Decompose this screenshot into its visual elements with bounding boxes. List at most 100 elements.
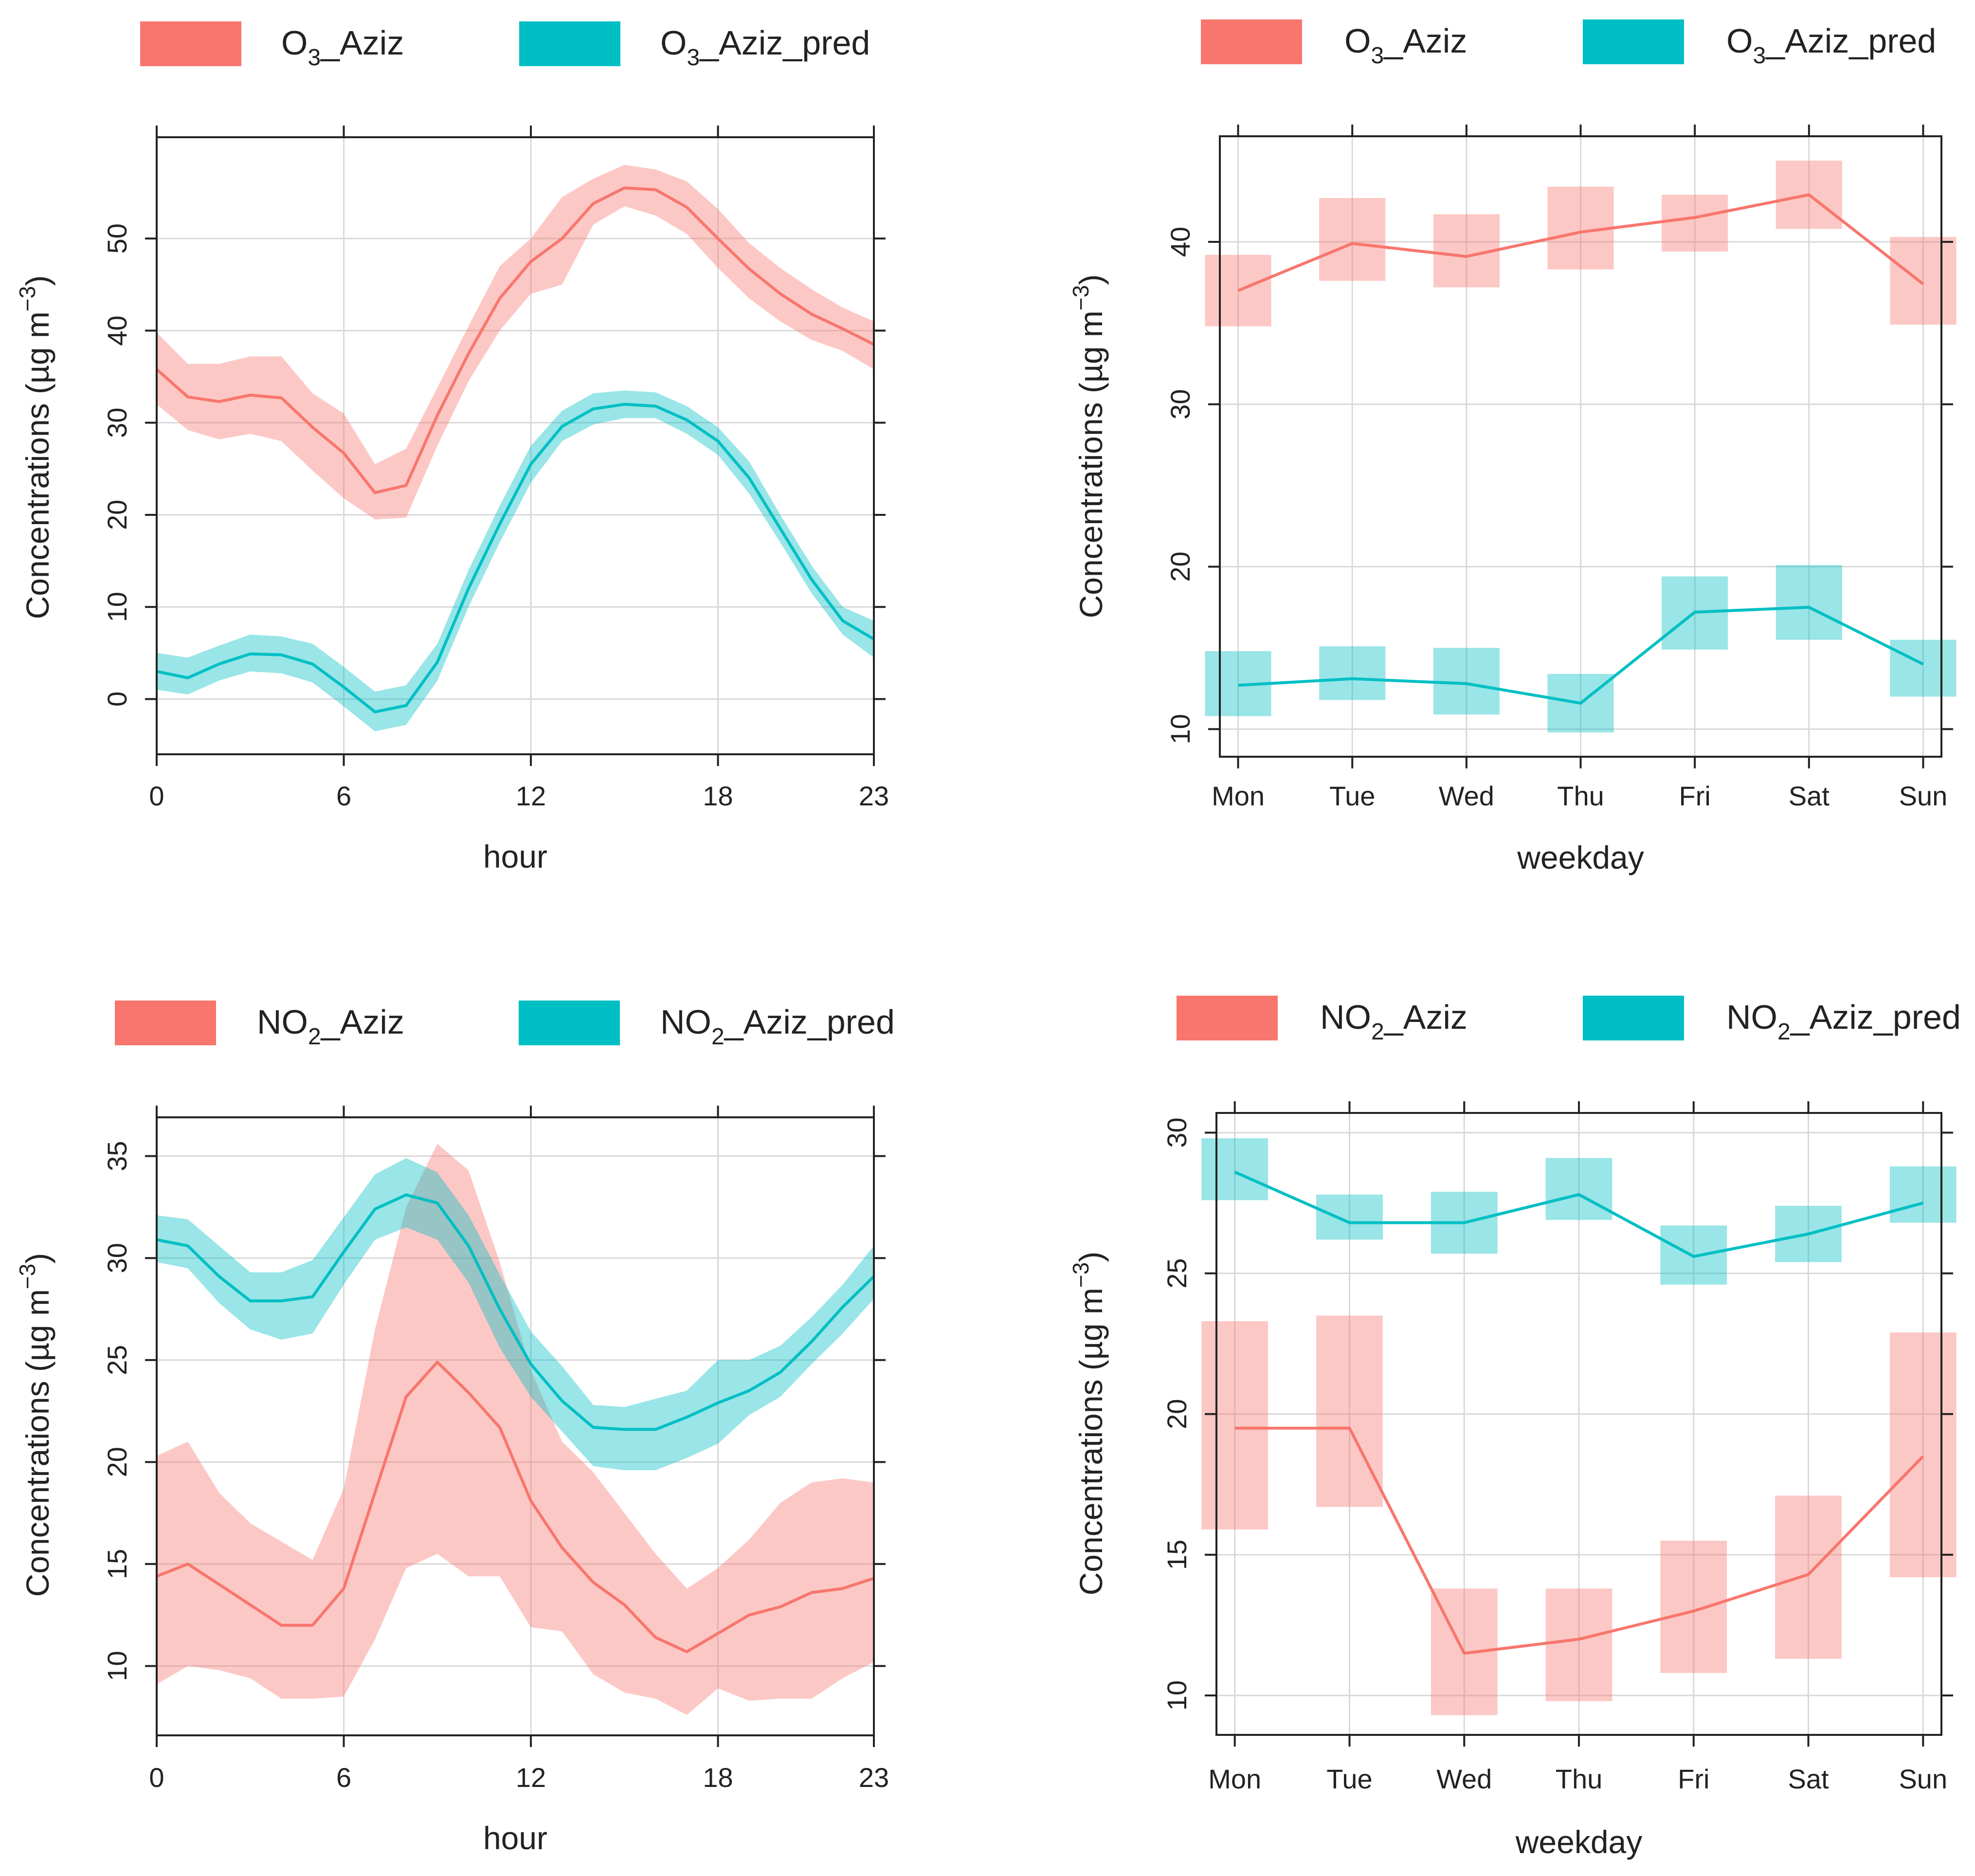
x-tick-label: 23	[859, 1762, 889, 1793]
series-line-NO2_Aziz_pred	[156, 1193, 875, 1431]
legend-label-suffix: _Aziz	[1383, 998, 1468, 1036]
x-tick-label-Sat: Sat	[1788, 1764, 1829, 1794]
y-tick-label: 30	[102, 1243, 132, 1273]
y-tick-label: 25	[102, 1345, 132, 1375]
legend-label-subscript: 2	[1777, 1019, 1791, 1045]
confidence-box-NO2_Aziz-Thu	[1545, 1588, 1613, 1701]
x-tick-label-Fri: Fri	[1679, 781, 1711, 811]
confidence-band-NO2_Aziz_pred	[157, 1158, 874, 1471]
legend-label-NO2_Aziz: NO2_Aziz	[1320, 998, 1468, 1045]
x-tick-label-Wed: Wed	[1439, 781, 1494, 811]
y-tick-label: 40	[102, 315, 132, 346]
legend-label-NO2_Aziz: NO2_Aziz	[257, 1003, 404, 1050]
x-axis-title: weekday	[1517, 839, 1644, 875]
legend-label-suffix: _Aziz	[320, 1003, 404, 1041]
x-tick-label: 0	[149, 781, 164, 811]
y-axis-title-main: Concentrations (µg m	[19, 1289, 55, 1597]
confidence-box-O3_Aziz-Sun	[1890, 237, 1957, 325]
chart-panel-no2-hour: 0 6 12 18 23 10 15 20 25 30 35 hour Concentrations (…	[15, 1001, 895, 1856]
legend-label-O3_Aziz: O3_Aziz	[281, 24, 404, 71]
y-tick-label: 40	[1165, 227, 1196, 257]
y-tick-label: 0	[102, 692, 132, 707]
legend-label-subscript: 3	[1753, 43, 1766, 69]
y-axis-title: Concentrations (µg m−3)	[15, 275, 55, 619]
legend-label-NO2_Aziz_pred: NO2_Aziz_pred	[660, 1003, 895, 1050]
x-axis-title: hour	[483, 1820, 547, 1856]
x-axis-title: hour	[483, 838, 547, 874]
confidence-box-O3_Aziz_pred-Sat	[1776, 565, 1842, 640]
chart-panel-no2-weekday: Mon Tue Wed Thu Fri Sat Sun 10 15 20 25 30 weekday Co…	[1068, 996, 1961, 1860]
confidence-band-O3_Aziz	[157, 164, 874, 520]
y-axis-title-close: )	[1073, 274, 1109, 285]
y-tick-label: 20	[102, 1447, 132, 1477]
y-axis-title-superscript: −3	[15, 1264, 40, 1289]
confidence-box-O3_Aziz_pred-Sun	[1890, 639, 1957, 697]
legend-label-suffix: _Aziz_pred	[699, 24, 870, 62]
x-tick-label-Fri: Fri	[1678, 1764, 1709, 1794]
legend-swatch-NO2_Aziz	[115, 1001, 216, 1045]
y-axis-title-main: Concentrations (µg m	[1073, 1288, 1109, 1595]
legend-label-subscript: 2	[1371, 1019, 1384, 1045]
legend-label-suffix: _Aziz	[320, 24, 404, 62]
y-tick-label: 30	[102, 408, 132, 438]
legend-swatch-O3_Aziz_pred	[519, 21, 620, 66]
y-tick-label: 10	[1165, 714, 1196, 744]
confidence-box-NO2_Aziz-Sun	[1889, 1332, 1957, 1578]
legend: O3_Aziz O3_Aziz_pred	[1201, 19, 1936, 69]
y-tick-label: 15	[1161, 1540, 1192, 1570]
series-line-O3_Aziz	[156, 186, 875, 494]
legend-label-suffix: _Aziz	[1383, 22, 1467, 60]
legend-label-suffix: _Aziz_pred	[724, 1003, 895, 1041]
y-axis-title-main: Concentrations (µg m	[1073, 310, 1109, 618]
legend-label-subscript: 3	[687, 45, 700, 71]
legend-label-O3_Aziz_pred: O3_Aziz_pred	[660, 24, 870, 71]
confidence-box-NO2_Aziz-Mon	[1201, 1321, 1268, 1530]
y-tick-label: 30	[1161, 1117, 1192, 1147]
x-tick-label: 12	[516, 1762, 546, 1793]
plot-frame	[156, 136, 875, 755]
legend-label-subscript: 2	[308, 1024, 321, 1050]
x-tick-label-Tue: Tue	[1326, 1764, 1372, 1794]
y-axis-title-close: )	[19, 275, 55, 286]
legend-label-suffix: _Aziz_pred	[1765, 22, 1936, 60]
confidence-box-NO2_Aziz-Sat	[1775, 1495, 1842, 1659]
legend-label-main: O	[660, 24, 687, 62]
x-tick-label-Tue: Tue	[1329, 781, 1375, 811]
legend-label-main: O	[1344, 22, 1371, 60]
y-tick-label: 10	[102, 1651, 132, 1681]
legend-label-main: NO	[257, 1003, 308, 1041]
y-axis-title-superscript: −3	[1068, 285, 1093, 310]
legend-swatch-NO2_Aziz	[1177, 996, 1278, 1040]
x-tick-label: 6	[336, 1762, 351, 1793]
y-axis-title: Concentrations (µg m−3)	[1068, 274, 1109, 619]
y-axis-title-superscript: −3	[15, 286, 40, 311]
x-tick-label-Sun: Sun	[1899, 1764, 1947, 1794]
legend-swatch-NO2_Aziz_pred	[519, 1001, 620, 1045]
legend-swatch-NO2_Aziz_pred	[1583, 996, 1684, 1040]
series-line-NO2_Aziz_pred	[1234, 1170, 1924, 1258]
confidence-box-O3_Aziz-Tue	[1319, 198, 1386, 281]
chart-panel-o3-hour: 0 6 12 18 23 0 10 20 30 40 50 hour Concentrations (µ…	[15, 21, 889, 874]
confidence-box-NO2_Aziz-Tue	[1316, 1315, 1383, 1507]
x-tick-label-Wed: Wed	[1436, 1764, 1492, 1794]
series-line-O3_Aziz	[1237, 193, 1924, 292]
legend-label-main: NO	[1320, 998, 1371, 1036]
x-tick-label-Thu: Thu	[1556, 1764, 1603, 1794]
legend-label-main: O	[281, 24, 308, 62]
series-line-NO2_Aziz	[156, 1361, 874, 1654]
x-tick-label: 6	[336, 781, 351, 811]
y-axis-title-close: )	[1073, 1252, 1109, 1262]
y-axis-title-main: Concentrations (µg m	[19, 311, 55, 619]
legend-label-O3_Aziz_pred: O3_Aziz_pred	[1726, 22, 1936, 69]
confidence-box-NO2_Aziz_pred-Thu	[1545, 1158, 1613, 1220]
legend-label-main: O	[1726, 22, 1753, 60]
series-line-NO2_Aziz	[1234, 1426, 1924, 1655]
x-tick-label: 18	[703, 1762, 733, 1793]
y-axis-title-superscript: −3	[1068, 1262, 1093, 1288]
chart-panel-o3-weekday: Mon Tue Wed Thu Fri Sat Sun 10 20 30 40 weekday Conc…	[1068, 19, 1957, 875]
y-tick-label: 20	[102, 500, 132, 530]
series-line-O3_Aziz_pred	[156, 402, 875, 713]
confidence-box-O3_Aziz_pred-Tue	[1319, 646, 1386, 700]
confidence-box-NO2_Aziz-Fri	[1660, 1540, 1727, 1673]
x-tick-label-Sat: Sat	[1789, 781, 1830, 811]
